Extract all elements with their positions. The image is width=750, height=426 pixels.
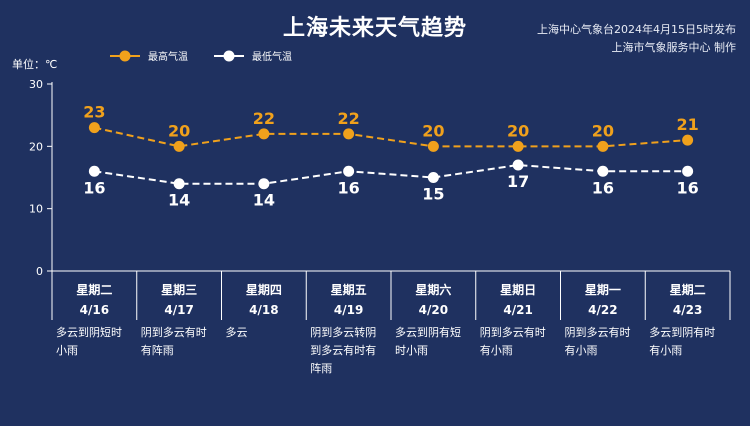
category-weather-line: 小雨 (56, 344, 78, 357)
category-weather-line: 阴到多云有时 (565, 325, 631, 339)
category-weather: 多云 (226, 325, 248, 339)
source-line-publisher: 上海中心气象台2024年4月15日5时发布 (537, 23, 736, 36)
data-label-low: 16 (676, 178, 698, 197)
data-point-high (88, 122, 100, 134)
y-tick-label: 30 (29, 78, 43, 91)
data-label-high: 21 (676, 115, 698, 134)
data-point-high (343, 128, 355, 140)
category-weather-line: 时小雨 (395, 344, 428, 357)
data-label-low: 16 (83, 178, 105, 197)
category-weather: 多云到阴有短时小雨 (395, 325, 461, 357)
data-label-high: 20 (422, 121, 444, 140)
data-point-low (173, 178, 185, 190)
category-date: 4/23 (673, 303, 702, 317)
category-date: 4/20 (419, 303, 448, 317)
legend-label-high: 最高气温 (148, 50, 188, 63)
y-tick-label: 20 (29, 140, 43, 153)
category-weather: 阴到多云转阴到多云有时有阵雨 (310, 325, 376, 375)
series-layer: 23 20 22 22 20 20 20 21 16 14 14 16 15 17 16 16 (83, 103, 699, 210)
series-line-high (94, 126, 688, 148)
category-weather-line: 阴到多云有时 (480, 325, 546, 339)
data-label-low: 16 (337, 178, 359, 197)
series-line-low (94, 164, 688, 185)
category-weekday: 星期二 (670, 282, 706, 297)
y-axis-label: 单位：℃ (12, 57, 57, 71)
data-point-low (88, 165, 100, 177)
category-weekday: 星期一 (585, 282, 621, 297)
category-weekday: 星期五 (331, 282, 367, 297)
data-label-high: 20 (592, 121, 614, 140)
category-weather-line: 多云到阴短时 (56, 325, 122, 339)
category-date: 4/18 (249, 303, 278, 317)
source-line-maker: 上海市气象服务中心 制作 (611, 41, 737, 54)
source-info: 上海中心气象台2024年4月15日5时发布 上海市气象服务中心 制作 (537, 21, 736, 57)
category-weather-line: 有小雨 (565, 343, 598, 357)
data-point-low (597, 165, 609, 177)
data-point-low (343, 165, 355, 177)
category-date: 4/16 (80, 303, 109, 317)
data-point-high (427, 140, 439, 152)
category-weather-line: 到多云有时有 (310, 343, 376, 357)
category-date: 4/17 (164, 303, 193, 317)
category-weather: 阴到多云有时有小雨 (565, 325, 631, 357)
y-tick-label: 0 (36, 265, 43, 278)
category-weather-line: 多云 (226, 325, 248, 339)
data-label-low: 14 (168, 191, 190, 210)
category-weather: 阴到多云有时有小雨 (480, 325, 546, 357)
data-point-high (682, 134, 694, 146)
data-point-high (173, 140, 185, 152)
data-point-low (427, 172, 439, 183)
category-weather-line: 有小雨 (649, 343, 682, 357)
category-weekday: 星期日 (500, 282, 536, 297)
category-weekday: 星期三 (161, 282, 197, 297)
chart-title: 上海未来天气趋势 (282, 16, 467, 41)
legend-label-low: 最低气温 (252, 50, 292, 63)
category-date: 4/21 (503, 303, 532, 317)
category-weekday: 星期四 (246, 282, 282, 297)
category-weather-line: 阴到多云有时 (141, 325, 207, 339)
category-weather-line: 阴到多云转阴 (310, 325, 376, 339)
data-label-high: 22 (337, 109, 359, 128)
category-weather-line: 多云到阴有短 (395, 325, 461, 339)
data-label-high: 20 (507, 121, 529, 140)
data-point-low (682, 165, 694, 177)
data-point-high (597, 140, 609, 152)
category-date: 4/19 (334, 303, 363, 317)
legend-marker-low (223, 50, 235, 62)
data-label-low: 17 (507, 172, 529, 191)
category-weather: 阴到多云有时有阵雨 (141, 325, 207, 357)
category-weather-line: 有阵雨 (141, 343, 174, 357)
data-label-low: 16 (592, 178, 614, 197)
data-point-high (258, 128, 270, 140)
category-weather-line: 多云到阴有时 (649, 325, 715, 339)
chart-axes: 单位：℃ 0 10 20 30 (12, 57, 730, 278)
category-weather: 多云到阴有时有小雨 (649, 325, 715, 357)
data-label-high: 23 (83, 103, 105, 122)
data-label-low: 15 (422, 185, 444, 204)
category-weekday: 星期二 (76, 282, 112, 297)
chart-legend: 最高气温 最低气温 (110, 50, 292, 63)
category-weekday: 星期六 (415, 282, 451, 297)
data-label-high: 20 (168, 121, 190, 140)
category-date: 4/22 (588, 303, 617, 317)
category-weather: 多云到阴短时小雨 (56, 325, 122, 357)
data-point-low (512, 159, 524, 171)
data-label-high: 22 (253, 109, 275, 128)
data-point-low (258, 178, 270, 190)
data-point-high (512, 140, 524, 152)
y-tick-label: 10 (29, 203, 43, 216)
category-weather-line: 阵雨 (310, 361, 332, 375)
category-layer: 星期二4/16多云到阴短时小雨星期三4/17阴到多云有时有阵雨星期四4/18多云… (51, 271, 731, 375)
legend-marker-high (119, 50, 131, 62)
data-label-low: 14 (253, 191, 275, 210)
category-weather-line: 有小雨 (480, 343, 513, 357)
